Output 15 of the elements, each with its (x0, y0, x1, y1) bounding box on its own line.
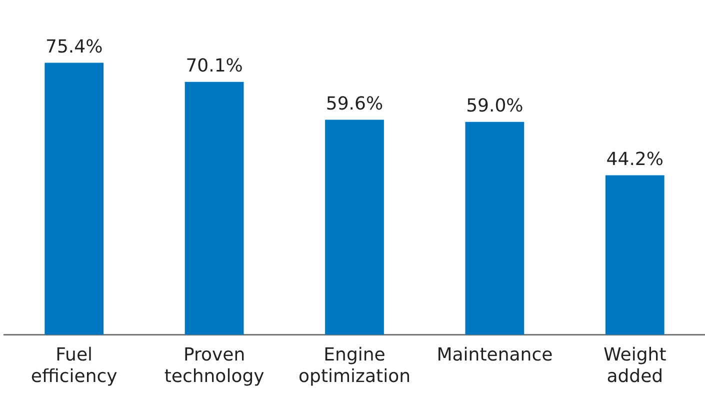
data-label: 75.4% (46, 36, 103, 58)
data-label: 59.6% (326, 93, 384, 114)
x-tick-label: Proven technology (164, 344, 265, 387)
bar (605, 175, 664, 335)
bar (325, 120, 384, 335)
data-label: 59.0% (466, 96, 524, 117)
bar (44, 62, 104, 335)
x-tick-label: Weight added (604, 344, 666, 387)
bar (465, 122, 524, 335)
x-tick-label: Fuel efficiency (30, 344, 118, 387)
x-tick-label: Engine optimization (298, 344, 410, 387)
bar (184, 82, 244, 335)
x-tick-label: Maintenance (436, 344, 553, 366)
data-label: 44.2% (606, 148, 664, 170)
data-label: 70.1% (186, 55, 243, 76)
